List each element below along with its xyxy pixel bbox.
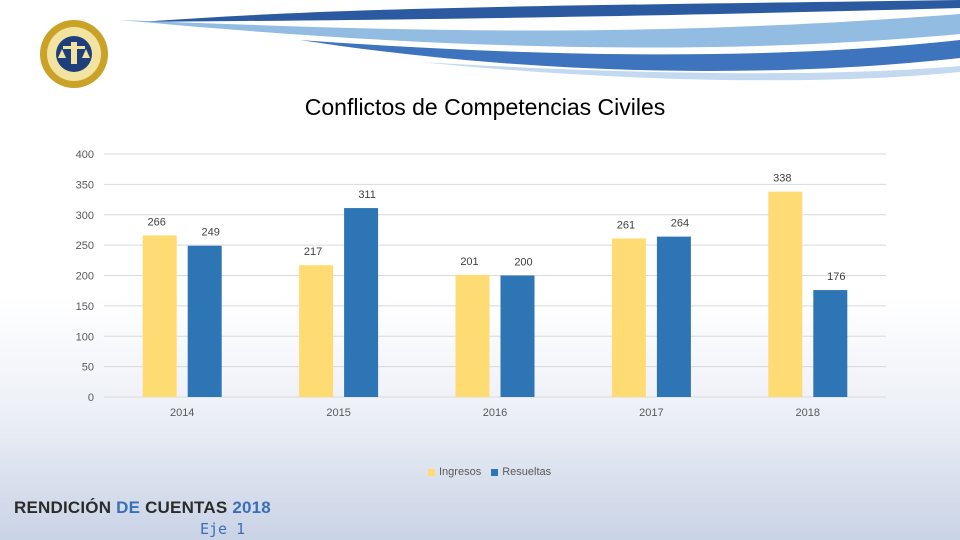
header-banner [120,0,960,81]
y-tick-label-100: 100 [76,331,94,343]
x-tick-label-2014: 2014 [170,407,194,419]
footer-title: RENDICIÓN DE CUENTAS 2018 [14,498,271,518]
footer-subtitle: Eje 1 [200,520,246,538]
bar-ingresos-2018 [768,191,803,397]
footer-title-part2: DE [116,498,141,517]
y-tick-label-0: 0 [88,392,94,404]
bar-ingresos-2014 [142,235,177,397]
data-label-resueltas-2016: 200 [514,257,532,269]
bar-resueltas-2018 [813,290,848,397]
bar-ingresos-2016 [455,274,490,397]
y-tick-label-250: 250 [76,240,94,252]
data-label-resueltas-2015: 311 [358,189,376,201]
legend-swatch-resueltas [491,468,499,476]
data-label-ingresos-2015: 217 [304,246,322,258]
y-tick-label-400: 400 [76,149,94,161]
bar-resueltas-2015 [344,208,379,397]
y-tick-label-300: 300 [76,210,94,222]
x-tick-label-2015: 2015 [326,407,350,419]
y-tick-label-150: 150 [76,301,94,313]
bar-resueltas-2014 [187,245,222,397]
x-tick-label-2016: 2016 [483,407,507,419]
data-label-ingresos-2018: 338 [773,173,791,185]
footer-title-part1: RENDICIÓN [14,498,117,517]
legend-label-resueltas: Resueltas [502,466,552,478]
chart-title: Conflictos de Competencias Civiles [304,94,666,120]
court-seal-logo [40,20,108,88]
y-tick-label-350: 350 [76,179,94,191]
legend-label-ingresos: Ingresos [439,466,482,478]
legend-swatch-ingresos [428,468,435,476]
data-label-resueltas-2017: 264 [671,218,689,230]
y-tick-label-200: 200 [76,271,94,283]
bar-ingresos-2015 [299,265,334,397]
data-label-resueltas-2014: 249 [202,227,220,239]
legend-item-resueltas: Resueltas [491,466,551,478]
footer-title-year: 2018 [232,498,271,517]
data-label-ingresos-2016: 201 [460,256,478,268]
data-label-ingresos-2017: 261 [617,219,635,231]
x-tick-label-2018: 2018 [796,407,820,419]
bar-resueltas-2016 [500,275,535,397]
footer-title-part3: CUENTAS [140,498,233,517]
bar-resueltas-2017 [656,236,691,397]
data-label-ingresos-2014: 266 [148,216,166,228]
chart-legend: Ingresos Resueltas [428,466,551,478]
bar-ingresos-2017 [611,238,646,397]
y-tick-label-50: 50 [82,362,94,374]
x-tick-label-2017: 2017 [639,407,663,419]
data-label-resueltas-2018: 176 [827,271,845,283]
legend-item-ingresos: Ingresos [428,466,481,478]
